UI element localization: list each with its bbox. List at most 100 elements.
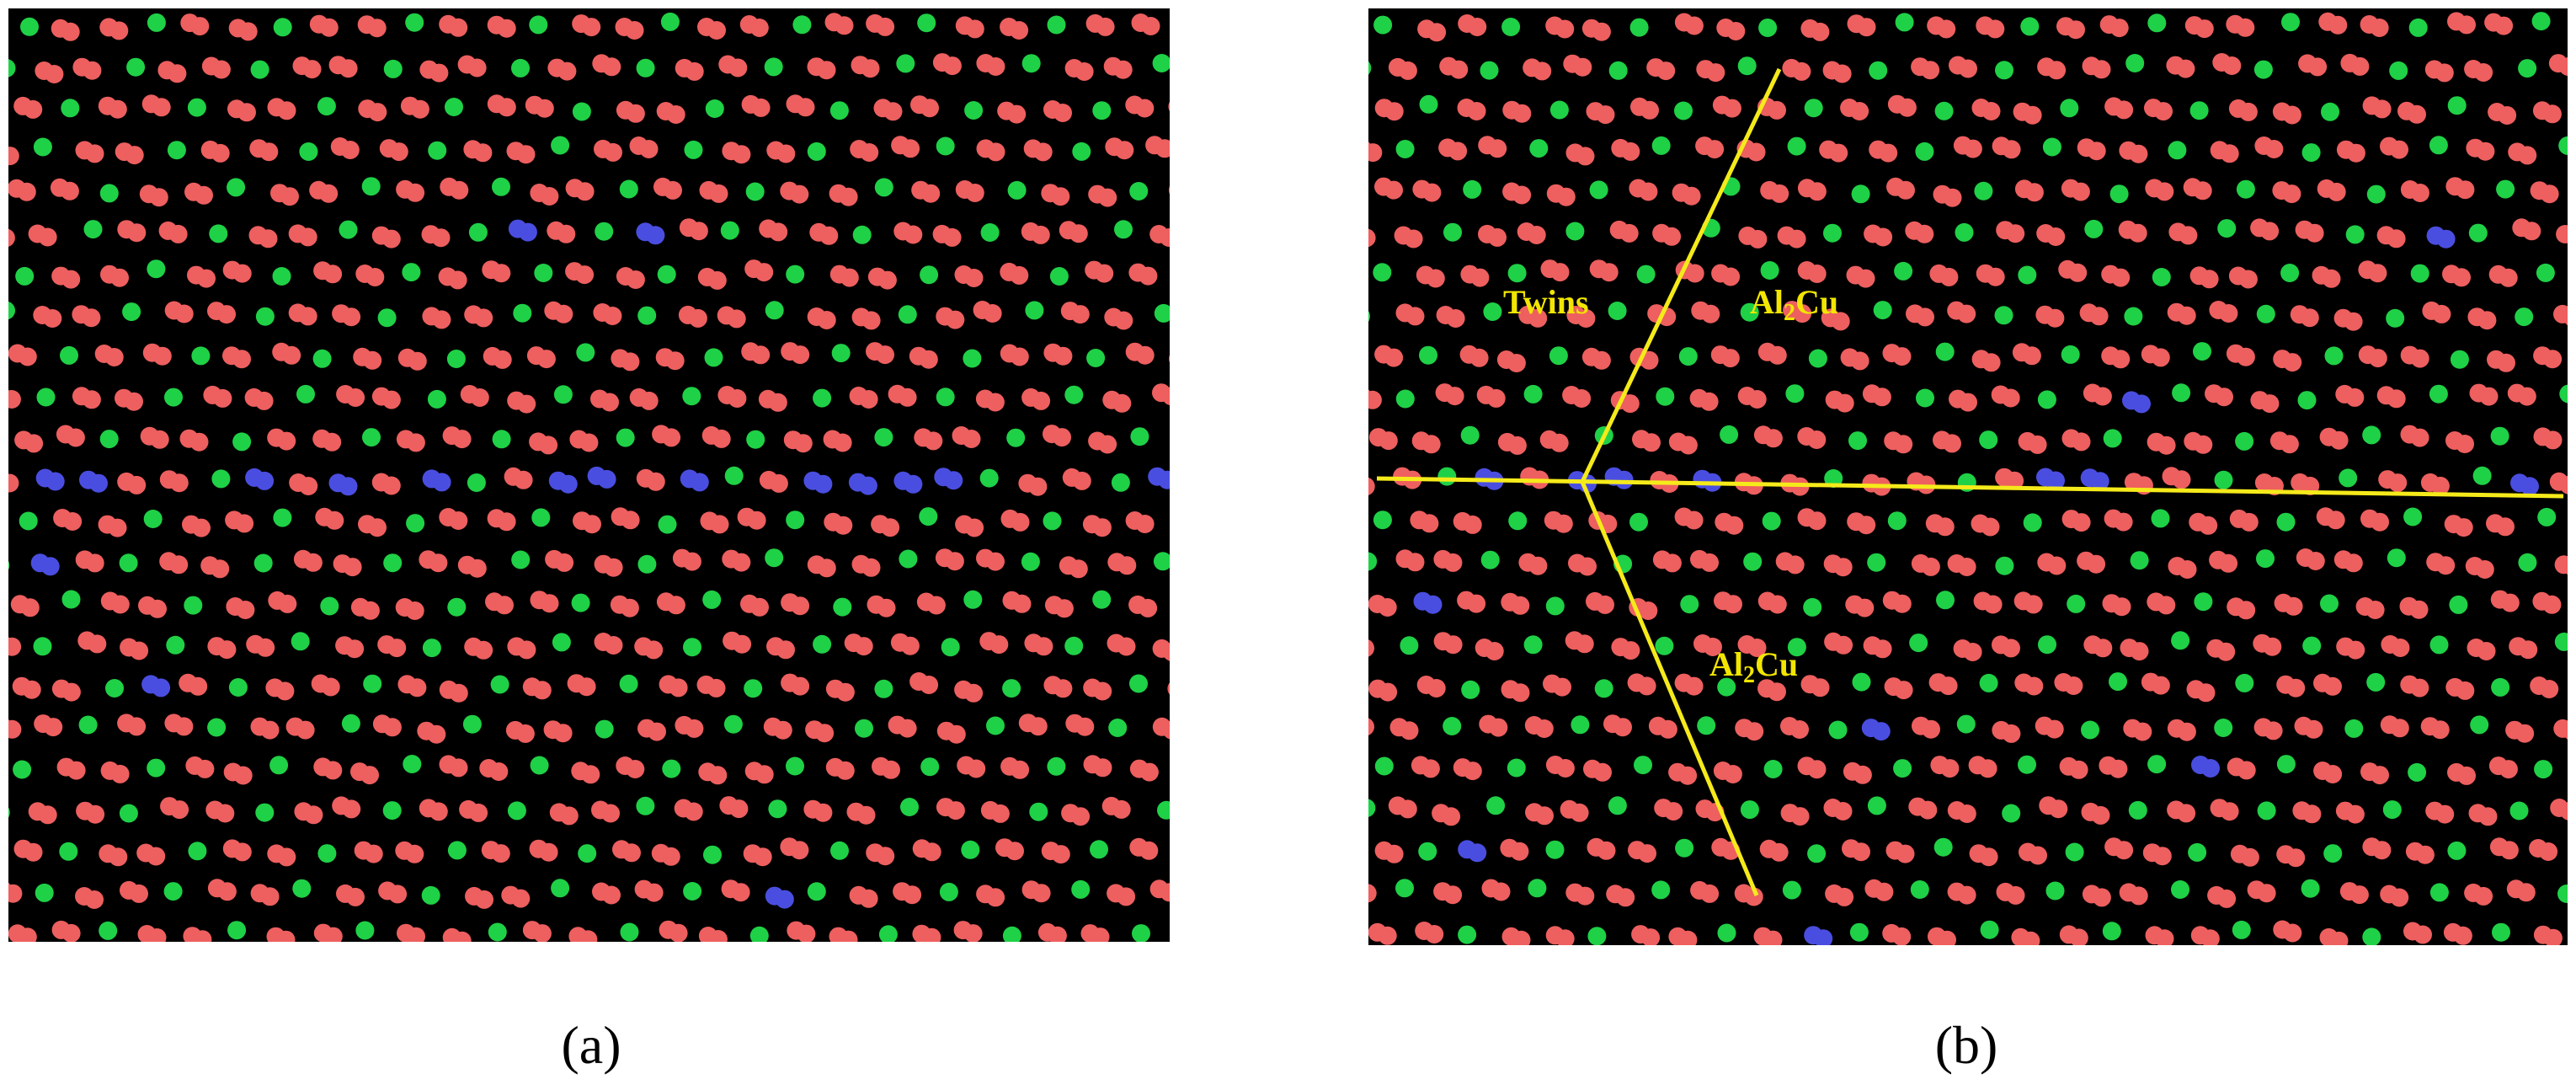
atom (429, 802, 448, 821)
atom (965, 184, 984, 202)
atom (1589, 180, 1608, 200)
atom (1510, 842, 1529, 861)
atom (965, 19, 984, 39)
atom (33, 637, 52, 656)
atom (1331, 348, 1350, 366)
atom (904, 474, 923, 494)
atom (1233, 305, 1251, 323)
atom (1507, 436, 1527, 455)
atom (2570, 508, 2576, 526)
atom (1093, 681, 1112, 701)
atom (2519, 640, 2538, 660)
atom (1139, 266, 1158, 286)
atom (519, 971, 537, 990)
atom (193, 930, 212, 942)
atom (1763, 930, 1783, 945)
atom (1203, 971, 1222, 990)
atom (689, 222, 708, 241)
atom (2430, 720, 2450, 740)
atom (1234, 549, 1252, 568)
atom (2372, 99, 2392, 119)
atom (728, 58, 748, 78)
atom (272, 267, 291, 286)
atom (2286, 678, 2306, 698)
atom (2193, 342, 2211, 361)
atom (2344, 553, 2363, 573)
atom (1202, 475, 1220, 494)
atom (1785, 555, 1805, 575)
atom (2536, 263, 2555, 282)
atom (1512, 104, 1532, 123)
atom (2302, 804, 2322, 824)
atom (603, 307, 622, 325)
atom (1368, 639, 1374, 657)
atom (40, 557, 60, 576)
atom (817, 61, 836, 80)
atom (8, 477, 9, 483)
atom (1638, 844, 1656, 863)
atom (66, 428, 85, 447)
atom (1467, 594, 1486, 613)
atom (1129, 182, 1149, 200)
atom (20, 598, 40, 617)
atom (1608, 61, 1628, 80)
atom (1807, 182, 1827, 201)
atom (2024, 183, 2044, 202)
atom (529, 15, 548, 35)
atom (1368, 390, 1382, 409)
atom (922, 927, 941, 942)
atom (8, 59, 16, 78)
atom (1979, 847, 1998, 867)
atom (1721, 267, 1741, 286)
atom (1368, 718, 1374, 735)
atom (237, 103, 256, 122)
atom (468, 222, 488, 242)
atom (1684, 510, 1704, 530)
atom (749, 926, 769, 942)
atom (127, 475, 147, 494)
atom (2154, 102, 2173, 121)
atom (1807, 430, 1827, 449)
atom (1706, 63, 1725, 83)
atom (2478, 807, 2498, 826)
atom (259, 142, 279, 162)
atom (1216, 596, 1235, 615)
atom (637, 554, 657, 574)
atom (939, 882, 958, 901)
atom (382, 718, 402, 737)
atom (1192, 799, 1211, 817)
atom (195, 185, 213, 205)
atom (2196, 683, 2216, 703)
atom (2449, 595, 2468, 614)
atom (2232, 920, 2251, 939)
atom (1572, 389, 1592, 408)
atom (1193, 968, 1212, 986)
atom (644, 883, 664, 902)
atom (174, 304, 194, 323)
atom (2371, 766, 2389, 785)
atom (728, 966, 747, 985)
atom (109, 847, 128, 867)
atom (1192, 472, 1210, 490)
atom (1199, 637, 1218, 655)
atom (429, 553, 448, 573)
atom (1346, 714, 1364, 733)
atom (2518, 553, 2537, 572)
atom (452, 430, 472, 449)
atom (861, 558, 881, 577)
atom (197, 269, 216, 288)
atom (1747, 970, 1765, 988)
atom (1090, 840, 1108, 859)
atom (195, 759, 215, 778)
atom (753, 847, 772, 867)
atom (1958, 969, 1976, 987)
atom (381, 229, 401, 249)
atom (1857, 516, 1876, 535)
atom (2093, 387, 2112, 406)
atom (2237, 601, 2256, 620)
atom (876, 345, 894, 365)
atom (492, 430, 511, 449)
atom (2456, 435, 2474, 453)
atom (2457, 766, 2476, 785)
atom (2065, 842, 2084, 862)
